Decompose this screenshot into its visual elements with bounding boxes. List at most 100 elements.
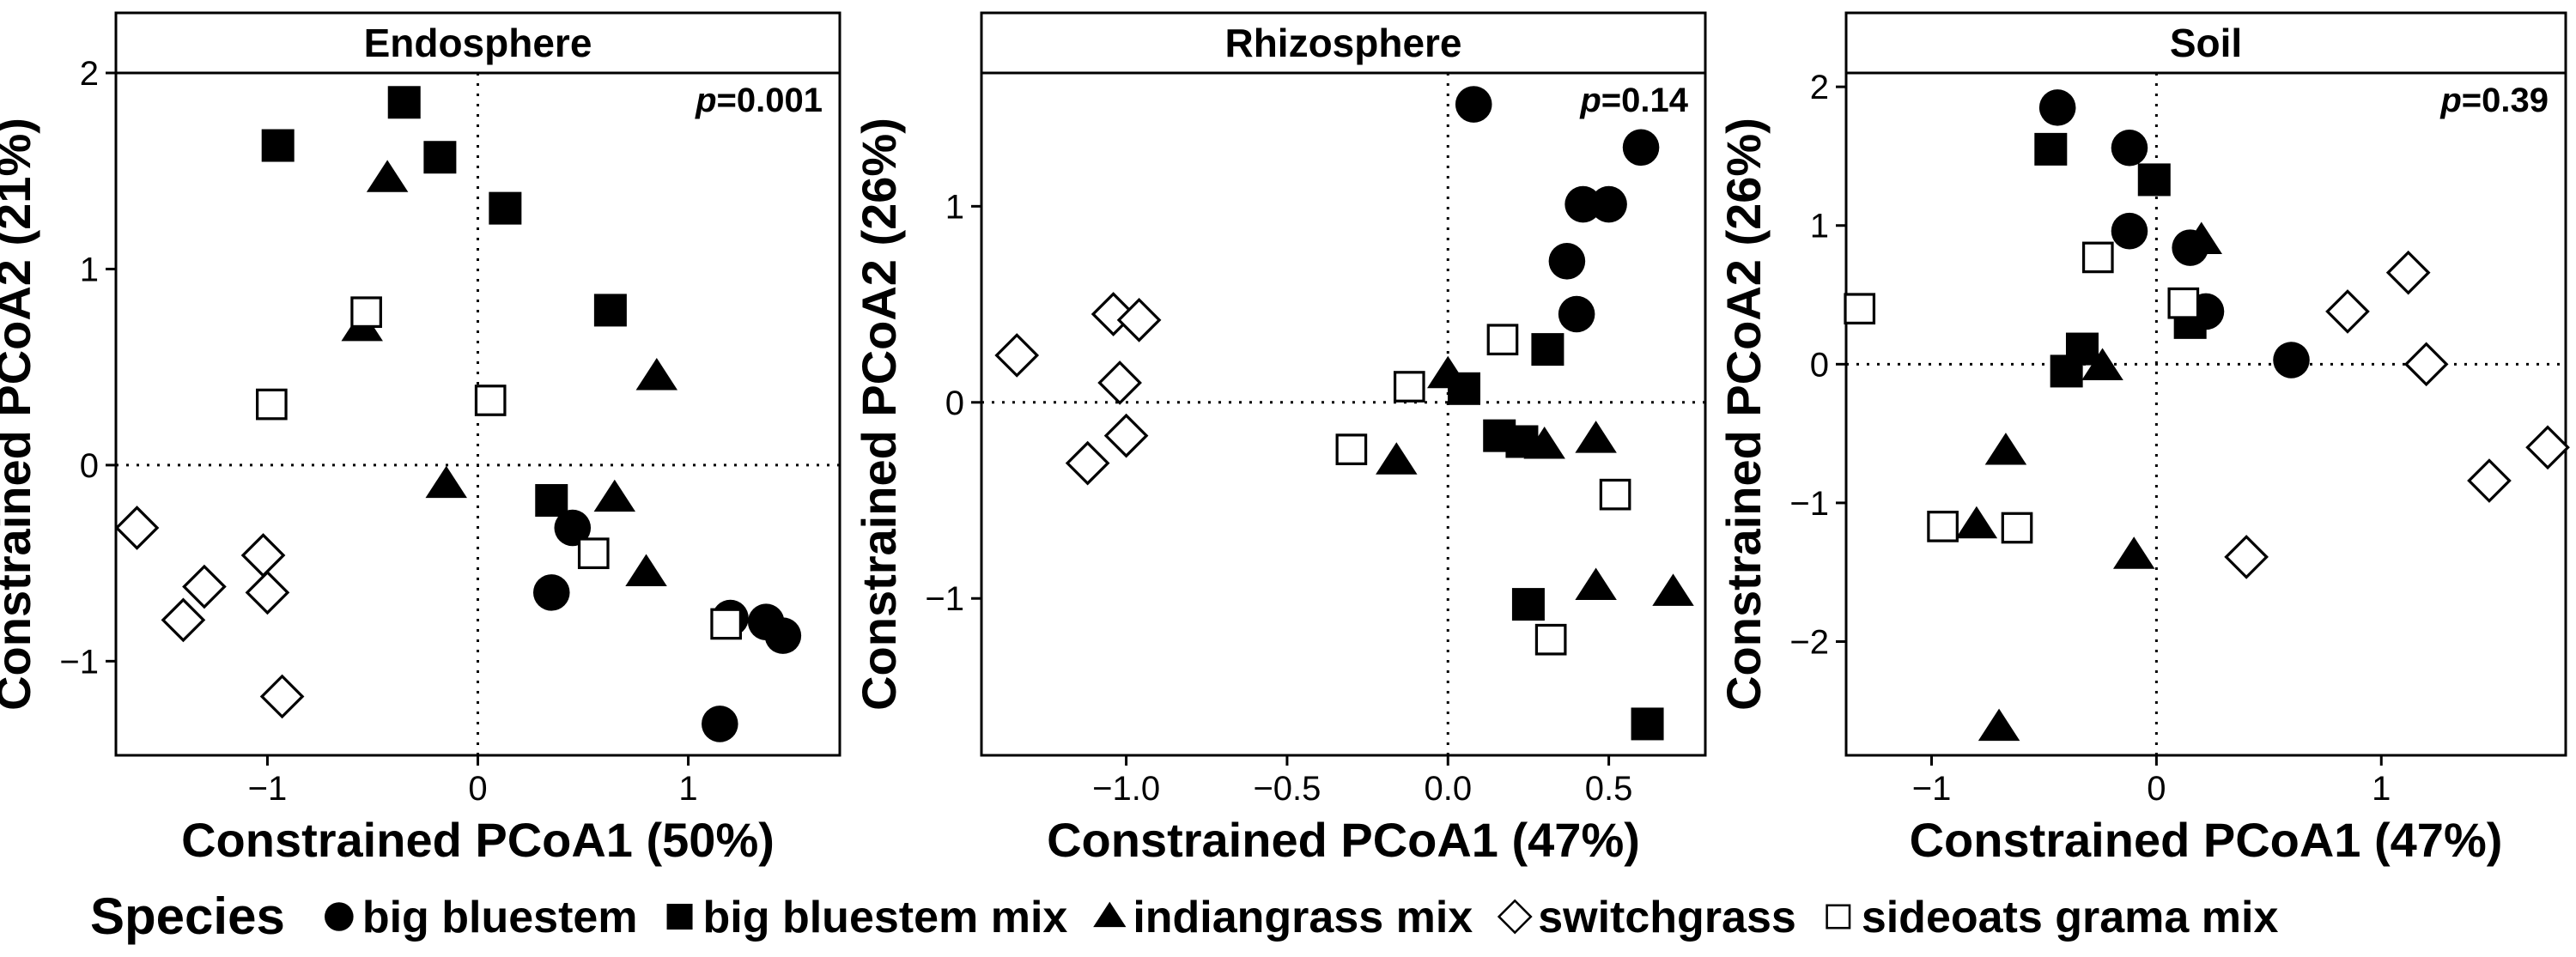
- point-sideoats-grama-mix: [1534, 623, 1567, 656]
- point-big-bluestem: [1590, 185, 1627, 223]
- point-switchgrass: [1065, 440, 1110, 486]
- series-switchgrass: [2224, 250, 2570, 579]
- point-sideoats-grama-mix: [1486, 324, 1519, 356]
- point-big-bluestem: [532, 574, 570, 611]
- y-tick-label: 0: [1810, 346, 1829, 384]
- point-indiangrass-mix: [1523, 427, 1565, 459]
- point-indiangrass-mix: [2081, 348, 2123, 380]
- point-sideoats-grama-mix: [577, 537, 610, 570]
- p-value-symbol: p: [1579, 82, 1601, 119]
- x-axis-title: Constrained PCoA1 (47%): [1910, 813, 2503, 867]
- point-big-bluestem-mix: [2137, 163, 2171, 197]
- legend-label: big bluestem mix: [703, 893, 1068, 942]
- series-big-bluestem: [532, 509, 802, 742]
- point-indiangrass-mix: [1575, 421, 1617, 453]
- p-value-number: =0.14: [1601, 82, 1689, 119]
- x-tick-label: 0: [468, 770, 487, 808]
- point-indiangrass-mix: [1978, 708, 2020, 742]
- series-big-bluestem-mix: [261, 86, 627, 518]
- legend-item-sideoats-grama-mix: sideoats grama mix: [1826, 893, 2279, 942]
- point-sideoats-grama-mix: [2167, 287, 2200, 319]
- series-big-bluestem-mix: [2034, 132, 2207, 388]
- point-big-bluestem: [1455, 86, 1492, 123]
- point-switchgrass: [2385, 250, 2431, 295]
- point-big-bluestem: [2038, 89, 2076, 126]
- point-switchgrass: [161, 597, 206, 643]
- point-switchgrass: [2325, 289, 2370, 334]
- p-value-symbol: p: [2439, 82, 2461, 119]
- legend-label: big bluestem: [362, 893, 638, 942]
- x-tick-label: −1: [248, 770, 288, 808]
- point-indiangrass-mix: [1427, 355, 1469, 389]
- point-big-bluestem-mix: [1531, 333, 1564, 366]
- legend-label: sideoats grama mix: [1862, 893, 2279, 942]
- y-tick-label: 2: [80, 55, 99, 93]
- x-tick-label: 0.0: [1424, 770, 1472, 808]
- point-sideoats-grama-mix: [1393, 371, 1425, 403]
- facet-strip: [1844, 11, 2567, 75]
- point-indiangrass-mix: [2180, 221, 2223, 254]
- y-tick-label: 1: [1810, 208, 1829, 245]
- legend: Species big bluestem big bluestem mix india…: [90, 887, 2278, 945]
- y-tick-label: 1: [80, 251, 99, 288]
- x-axis-title: Constrained PCoA1 (50%): [181, 813, 775, 867]
- point-big-bluestem-mix: [387, 86, 421, 119]
- point-big-bluestem: [2273, 342, 2310, 379]
- facet-strip: [114, 11, 841, 75]
- point-switchgrass: [240, 533, 286, 578]
- x-tick-label: −0.5: [1253, 770, 1321, 808]
- legend-item-big-bluestem: big bluestem: [325, 893, 638, 942]
- point-big-bluestem-mix: [1631, 707, 1664, 741]
- point-sideoats-grama-mix: [1335, 433, 1368, 465]
- y-tick-label: −1: [925, 580, 964, 618]
- point-switchgrass: [2467, 458, 2512, 503]
- y-axis-title: Constrained PCoA2 (21%): [0, 118, 40, 711]
- legend-label: indiangrass mix: [1133, 893, 1473, 942]
- facet-title: Rhizosphere: [1224, 21, 1461, 65]
- legend-item-indiangrass-mix: indiangrass mix: [1093, 893, 1473, 942]
- point-indiangrass-mix: [366, 160, 409, 192]
- point-sideoats-grama-mix: [474, 385, 507, 416]
- series-indiangrass-mix: [1955, 221, 2223, 742]
- series-big-bluestem: [1455, 86, 1660, 333]
- point-sideoats-grama-mix: [2001, 512, 2033, 544]
- plot-border: [980, 71, 1707, 757]
- series-sideoats-grama-mix: [1844, 241, 2200, 544]
- p-value-annotation: p=0.14: [1579, 82, 1688, 119]
- point-big-bluestem: [1564, 185, 1601, 223]
- y-axis-title: Constrained PCoA2 (26%): [852, 118, 906, 711]
- point-indiangrass-mix: [2112, 536, 2155, 569]
- y-tick-label: 1: [945, 188, 964, 226]
- point-big-bluestem-mix: [423, 141, 457, 174]
- legend-title: Species: [90, 887, 285, 945]
- point-sideoats-grama-mix: [1844, 293, 1876, 325]
- point-switchgrass: [259, 674, 305, 719]
- point-indiangrass-mix: [1984, 433, 2027, 465]
- point-switchgrass: [1116, 298, 1162, 342]
- point-big-bluestem-mix: [535, 484, 568, 518]
- facet-title: Soil: [2170, 21, 2242, 65]
- x-tick-label: −1.0: [1092, 770, 1160, 808]
- y-tick-label: 0: [945, 385, 964, 422]
- p-value-annotation: p=0.39: [2439, 82, 2549, 119]
- series-sideoats-grama-mix: [256, 296, 743, 640]
- y-tick-label: −2: [1789, 624, 1829, 662]
- point-indiangrass-mix: [1955, 506, 1998, 539]
- p-value-number: =0.001: [717, 82, 823, 119]
- point-big-bluestem: [1622, 129, 1660, 167]
- x-tick-label: 0.5: [1585, 770, 1633, 808]
- series-indiangrass-mix: [1376, 355, 1694, 606]
- point-big-bluestem: [2111, 129, 2148, 167]
- point-switchgrass: [114, 506, 160, 550]
- legend-marker-sideoats-grama-mix: [1826, 904, 1851, 930]
- y-tick-label: −1: [59, 643, 99, 681]
- point-switchgrass: [2224, 535, 2269, 579]
- series-big-bluestem-mix: [1448, 333, 1664, 741]
- legend-marker-big-bluestem: [325, 902, 354, 931]
- p-value-number: =0.39: [2462, 82, 2549, 119]
- point-big-bluestem: [2111, 212, 2148, 250]
- point-switchgrass: [2525, 425, 2570, 470]
- legend-item-big-bluestem-mix: big bluestem mix: [666, 893, 1068, 942]
- point-indiangrass-mix: [625, 554, 667, 586]
